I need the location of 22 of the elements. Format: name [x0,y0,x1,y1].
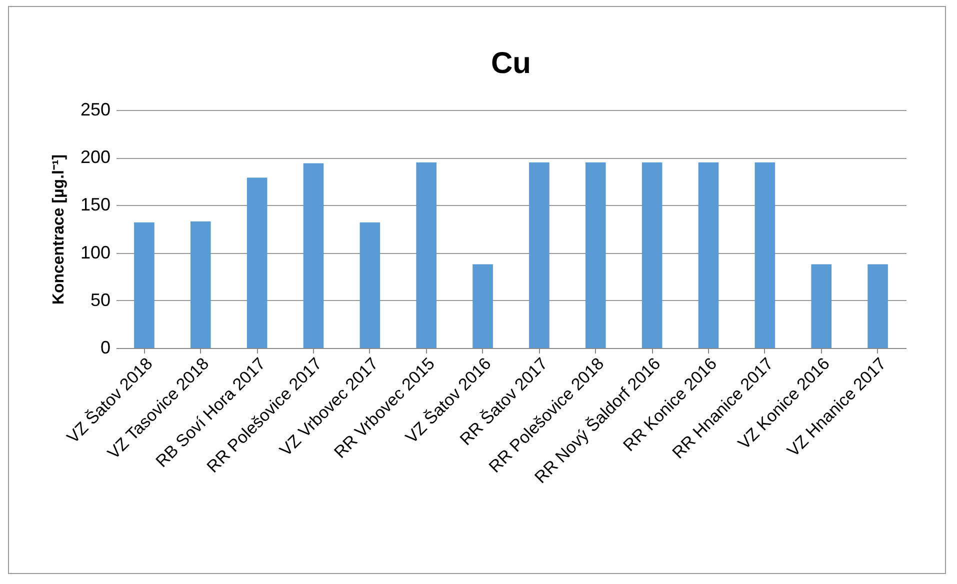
y-tick-label: 150 [80,194,110,215]
y-axis-title: Koncentrace [µg.l⁻¹] [50,154,68,305]
bar [529,162,550,348]
y-tick-label: 200 [80,147,110,168]
bar [868,264,888,348]
bar [698,162,719,348]
y-tick-label: 250 [80,100,110,120]
bar [416,162,437,348]
bar [303,163,324,348]
bar [360,222,380,348]
y-tick-label: 50 [90,290,110,310]
bar [811,264,832,348]
bar [190,221,211,348]
chart-title: Cu [491,47,531,80]
bar [585,162,606,348]
y-tick-label: 0 [100,338,110,358]
bar [246,178,268,348]
bar [472,264,493,348]
bar [642,162,662,348]
bar [134,222,154,348]
bar [754,162,776,348]
y-tick-label: 100 [80,242,110,262]
